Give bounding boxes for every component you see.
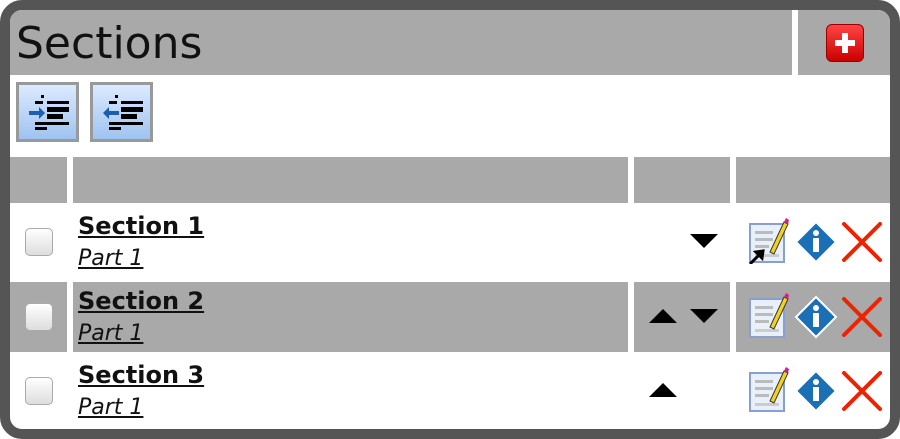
indent-button[interactable] (16, 82, 79, 142)
section-link[interactable]: Section 3 (78, 361, 205, 389)
indent-icon (29, 95, 69, 130)
add-cell (798, 10, 890, 75)
part-link[interactable]: Part 1 (78, 395, 144, 420)
row-checkbox[interactable] (25, 377, 53, 405)
info-icon[interactable] (794, 295, 838, 339)
name-cell (73, 282, 628, 352)
row-checkbox[interactable] (25, 303, 53, 331)
col-header-order (634, 157, 730, 203)
col-header-actions (736, 157, 890, 203)
page-title: Sections (10, 10, 792, 75)
move-down-icon[interactable] (690, 233, 718, 248)
outdent-icon (103, 95, 143, 130)
add-section-button[interactable] (826, 24, 864, 62)
part-link[interactable]: Part 1 (78, 245, 144, 271)
delete-icon[interactable] (840, 220, 884, 264)
table-row: Section 3 Part 1 (10, 354, 890, 428)
col-header-select (10, 157, 67, 203)
table-row: Section 1 Part 1 (10, 203, 890, 280)
row-checkbox[interactable] (25, 227, 53, 256)
info-icon[interactable] (794, 220, 838, 264)
delete-icon[interactable] (840, 295, 884, 339)
move-down-icon[interactable] (690, 309, 718, 323)
edit-icon[interactable] (748, 291, 790, 339)
edit-icon[interactable] (748, 365, 790, 413)
col-header-name (73, 157, 628, 203)
section-link[interactable]: Section 2 (78, 287, 205, 315)
move-up-icon[interactable] (649, 383, 677, 397)
edit-icon[interactable] (748, 216, 790, 264)
outdent-button[interactable] (90, 82, 153, 142)
part-link[interactable]: Part 1 (78, 321, 144, 346)
table-row: Section 2 Part 1 (10, 282, 890, 352)
delete-icon[interactable] (840, 369, 884, 413)
info-icon[interactable] (794, 369, 838, 413)
move-up-icon[interactable] (649, 309, 677, 323)
section-link[interactable]: Section 1 (78, 211, 205, 240)
